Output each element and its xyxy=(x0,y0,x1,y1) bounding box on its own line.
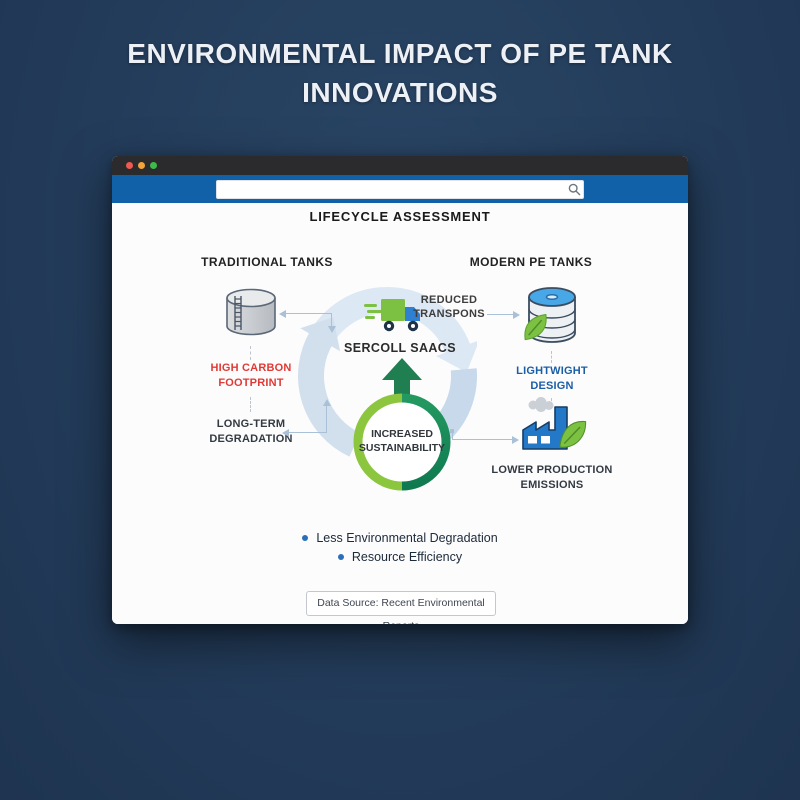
factory-emissions-icon xyxy=(516,397,590,462)
reduced-transport-label: REDUCED TRANSPONS xyxy=(413,294,485,320)
poster-title: ENVIRONMENTAL IMPACT OF PE TANK INNOVATI… xyxy=(0,34,800,112)
connector-line xyxy=(452,431,453,440)
connector-line xyxy=(487,314,514,315)
search-input[interactable] xyxy=(217,182,565,197)
poster-title-line2: INNOVATIONS xyxy=(302,77,498,108)
left-connector-stem-1 xyxy=(250,346,251,360)
zoom-window-icon[interactable] xyxy=(150,162,157,169)
connector-arrow-down xyxy=(328,326,336,333)
bullet-icon xyxy=(302,535,309,541)
benefit-text: Resource Efficiency xyxy=(351,550,463,564)
sustainability-ring-icon xyxy=(347,356,457,497)
connector-line xyxy=(286,313,332,314)
connector-arrow-left-top xyxy=(279,310,286,318)
list-item: Resource Efficiency xyxy=(337,550,463,564)
right-connector-stem-1 xyxy=(551,351,552,363)
smoke-cloud-icon xyxy=(528,397,554,412)
browser-titlebar xyxy=(112,156,688,175)
list-item: Less Environmental Degradation xyxy=(302,531,498,545)
diagram-heading: LIFECYCLE ASSESSMENT xyxy=(309,209,491,224)
minimize-window-icon[interactable] xyxy=(138,162,145,169)
connector-arrow-up xyxy=(323,399,331,406)
leaf-icon xyxy=(559,421,587,448)
close-window-icon[interactable] xyxy=(126,162,133,169)
search-bar[interactable] xyxy=(216,180,584,199)
connector-arrow-left-bottom xyxy=(282,429,289,437)
connector-line xyxy=(452,439,513,440)
lower-production-emissions-label: LOWER PRODUCTION EMISSIONS xyxy=(491,464,613,491)
data-source-note: Data Source: Recent Environmental Report… xyxy=(306,591,496,624)
connector-line xyxy=(331,314,332,326)
traditional-tank-icon xyxy=(224,288,278,345)
infographic-content: LIFECYCLE ASSESSMENT TRADITIONAL TANKS M… xyxy=(112,203,688,624)
poster-title-line1: ENVIRONMENTAL IMPACT OF PE TANK xyxy=(127,38,673,69)
browser-window: LIFECYCLE ASSESSMENT TRADITIONAL TANKS M… xyxy=(112,156,688,624)
search-icon[interactable] xyxy=(565,183,583,196)
delivery-truck-icon xyxy=(364,295,426,338)
leaf-icon xyxy=(524,313,547,341)
left-connector-stem-2 xyxy=(250,397,251,412)
bullet-icon xyxy=(337,554,344,560)
long-term-degradation-label: LONG-TERM DEGRADATION xyxy=(209,418,293,445)
materials-label: SERCOLL SAACS xyxy=(344,341,456,355)
modern-pe-tank-icon xyxy=(524,285,582,354)
high-carbon-label: HIGH CARBON FOOTPRINT xyxy=(210,362,292,389)
connector-line xyxy=(326,405,327,432)
lightweight-design-label: LIGHTWIGHT DESIGN xyxy=(516,365,588,392)
left-column-title: TRADITIONAL TANKS xyxy=(201,255,333,269)
browser-toolbar xyxy=(112,175,688,203)
right-column-title: MODERN PE TANKS xyxy=(469,255,593,269)
benefit-text: Less Environmental Degradation xyxy=(316,531,498,545)
increased-sustainability-label: INCREASED SUSTAINABILITY xyxy=(358,428,446,454)
connector-arrow-right-bottom xyxy=(512,436,519,444)
connector-line xyxy=(289,432,327,433)
connector-arrow-right-top xyxy=(513,311,520,319)
benefits-list: Less Environmental Degradation Resource … xyxy=(112,531,688,564)
